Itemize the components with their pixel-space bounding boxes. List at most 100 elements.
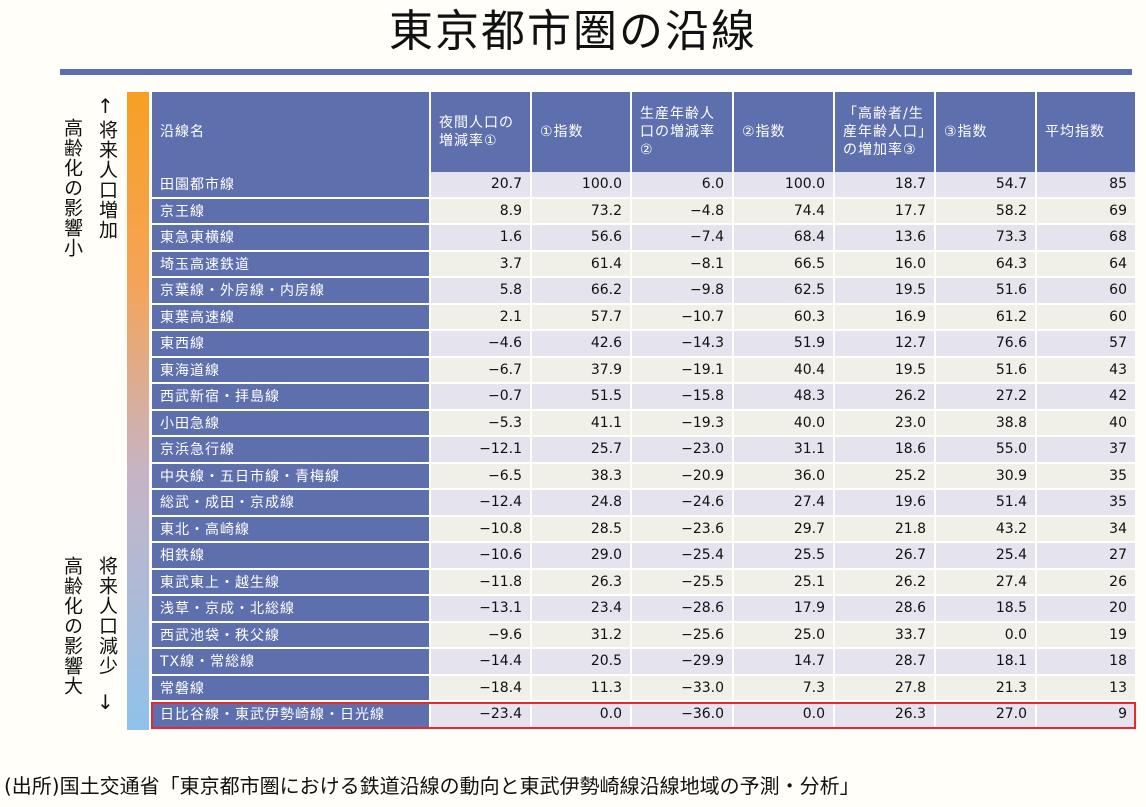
value-cell: −18.4 xyxy=(430,674,532,702)
value-cell: 33.7 xyxy=(834,621,936,649)
value-cell: −20.9 xyxy=(631,462,734,490)
value-cell: 18.1 xyxy=(935,648,1037,676)
value-cell: 100.0 xyxy=(733,172,835,199)
table-row: 東葉高速線 2.1 57.7 −10.7 60.3 16.9 61.2 60 xyxy=(152,303,1137,331)
line-name-cell: 東海道線 xyxy=(152,356,431,384)
line-name-cell: 西武新宿・拝島線 xyxy=(152,383,431,411)
value-cell: −23.6 xyxy=(631,515,734,543)
value-cell: 30.9 xyxy=(935,462,1037,490)
value-cell: 23.4 xyxy=(531,595,632,623)
down-arrow-icon: ↓ xyxy=(97,690,114,714)
line-name-cell: 総武・成田・京成線 xyxy=(152,489,431,517)
rail-lines-table: 沿線名 夜間人口の増減率① ①指数 生産年齢人口の増減率② ②指数 「高齢者/生産年齢人口… xyxy=(152,92,1137,729)
value-cell: 74.4 xyxy=(733,197,835,225)
line-name-cell: 相鉄線 xyxy=(152,542,431,570)
value-cell: 27 xyxy=(1036,542,1137,570)
value-cell: −13.1 xyxy=(430,595,532,623)
value-cell: 19.5 xyxy=(834,277,936,305)
value-cell: 31.1 xyxy=(733,436,835,464)
value-cell: 40.0 xyxy=(733,409,835,437)
page-title: 東京都市圏の沿線 xyxy=(389,6,757,57)
value-cell: −23.0 xyxy=(631,436,734,464)
value-cell: 38.3 xyxy=(531,462,632,490)
value-cell: 38.8 xyxy=(935,409,1037,437)
value-cell: 29.7 xyxy=(733,515,835,543)
value-cell: 7.3 xyxy=(733,674,835,702)
value-cell: 56.6 xyxy=(531,224,632,252)
value-cell: 13 xyxy=(1036,674,1137,702)
value-cell: 51.4 xyxy=(935,489,1037,517)
value-cell: 25.1 xyxy=(733,568,835,596)
value-cell: 51.6 xyxy=(935,277,1037,305)
value-cell: −28.6 xyxy=(631,595,734,623)
value-cell: 68.4 xyxy=(733,224,835,252)
value-cell: 18.6 xyxy=(834,436,936,464)
value-cell: 60 xyxy=(1036,303,1137,331)
value-cell: 51.5 xyxy=(531,383,632,411)
table-row: 京浜急行線 −12.1 25.7 −23.0 31.1 18.6 55.0 37 xyxy=(152,436,1137,464)
value-cell: 1.6 xyxy=(430,224,532,252)
value-cell: 35 xyxy=(1036,462,1137,490)
value-cell: 62.5 xyxy=(733,277,835,305)
value-cell: 51.6 xyxy=(935,356,1037,384)
value-cell: −19.3 xyxy=(631,409,734,437)
column-header: 沿線名 xyxy=(152,92,431,172)
title-divider xyxy=(60,69,1132,75)
table-row: 浅草・京成・北総線 −13.1 23.4 −28.6 17.9 28.6 18.5 20 xyxy=(152,595,1137,623)
value-cell: −4.6 xyxy=(430,330,532,358)
value-cell: 16.9 xyxy=(834,303,936,331)
value-cell: 21.3 xyxy=(935,674,1037,702)
value-cell: 16.0 xyxy=(834,250,936,278)
line-name-cell: 京王線 xyxy=(152,197,431,225)
table-row: 総武・成田・京成線 −12.4 24.8 −24.6 27.4 19.6 51.4 35 xyxy=(152,489,1137,517)
line-name-cell: 小田急線 xyxy=(152,409,431,437)
table-row: 中央線・五日市線・青梅線 −6.5 38.3 −20.9 36.0 25.2 30.9 35 xyxy=(152,462,1137,490)
value-cell: 61.4 xyxy=(531,250,632,278)
value-cell: 20 xyxy=(1036,595,1137,623)
column-header: 「高齢者/生産年齢人口」の増加率③ xyxy=(834,92,936,172)
line-name-cell: 埼玉高速鉄道 xyxy=(152,250,431,278)
value-cell: −10.7 xyxy=(631,303,734,331)
value-cell: 26.7 xyxy=(834,542,936,570)
value-cell: 20.7 xyxy=(430,172,532,199)
value-cell: 42.6 xyxy=(531,330,632,358)
value-cell: 13.6 xyxy=(834,224,936,252)
value-cell: 25.5 xyxy=(733,542,835,570)
value-cell: 51.9 xyxy=(733,330,835,358)
line-name-cell: 東西線 xyxy=(152,330,431,358)
table-row: 東西線 −4.6 42.6 −14.3 51.9 12.7 76.6 57 xyxy=(152,330,1137,358)
value-cell: −36.0 xyxy=(631,701,734,729)
value-cell: 37.9 xyxy=(531,356,632,384)
side-label-population-decrease: 将来人口減少 xyxy=(96,556,118,676)
table-row: TX線・常総線 −14.4 20.5 −29.9 14.7 28.7 18.1 18 xyxy=(152,648,1137,676)
value-cell: 19.6 xyxy=(834,489,936,517)
value-cell: 0.0 xyxy=(531,701,632,729)
table-row: 東急東横線 1.6 56.6 −7.4 68.4 13.6 73.3 68 xyxy=(152,224,1137,252)
value-cell: −29.9 xyxy=(631,648,734,676)
line-name-cell: TX線・常総線 xyxy=(152,648,431,676)
value-cell: 17.7 xyxy=(834,197,936,225)
value-cell: −4.8 xyxy=(631,197,734,225)
value-cell: 5.8 xyxy=(430,277,532,305)
value-cell: 25.7 xyxy=(531,436,632,464)
table-row: 京葉線・外房線・内房線 5.8 66.2 −9.8 62.5 19.5 51.6 60 xyxy=(152,277,1137,305)
table-row: 西武池袋・秩父線 −9.6 31.2 −25.6 25.0 33.7 0.0 19 xyxy=(152,621,1137,649)
value-cell: 3.7 xyxy=(430,250,532,278)
value-cell: 66.2 xyxy=(531,277,632,305)
value-cell: 17.9 xyxy=(733,595,835,623)
value-cell: −8.1 xyxy=(631,250,734,278)
value-cell: −6.5 xyxy=(430,462,532,490)
value-cell: 58.2 xyxy=(935,197,1037,225)
value-cell: 23.0 xyxy=(834,409,936,437)
column-header: 生産年齢人口の増減率② xyxy=(631,92,734,172)
value-cell: 55.0 xyxy=(935,436,1037,464)
value-cell: −10.8 xyxy=(430,515,532,543)
side-label-population-increase: 将来人口増加 xyxy=(96,120,118,240)
line-name-cell: 浅草・京成・北総線 xyxy=(152,595,431,623)
line-name-cell: 東急東横線 xyxy=(152,224,431,252)
value-cell: 66.5 xyxy=(733,250,835,278)
value-cell: −15.8 xyxy=(631,383,734,411)
value-cell: −10.6 xyxy=(430,542,532,570)
value-cell: 19.5 xyxy=(834,356,936,384)
value-cell: 40 xyxy=(1036,409,1137,437)
